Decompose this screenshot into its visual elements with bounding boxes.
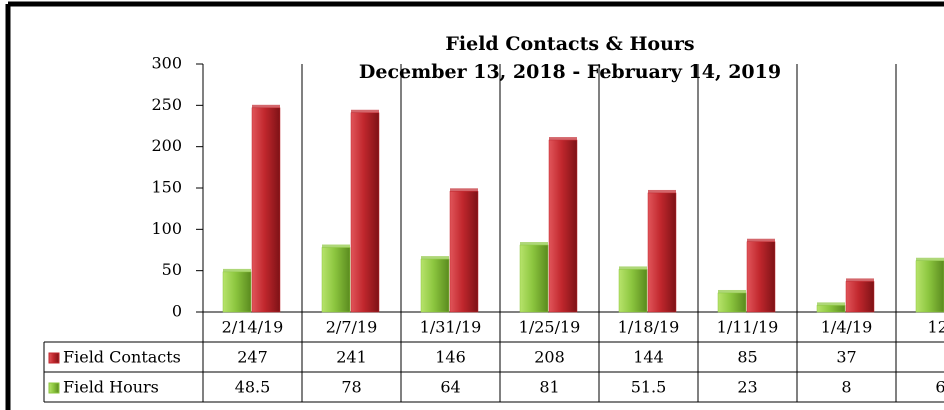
- bar-top: [351, 109, 379, 113]
- bar: [548, 139, 578, 313]
- chart-title: Field Contacts & Hours: [445, 33, 694, 55]
- bar: [816, 305, 846, 313]
- bar-top: [322, 244, 350, 248]
- bar-top: [252, 104, 280, 108]
- x-tick-label: 1/25/19: [519, 318, 581, 337]
- bar: [717, 292, 747, 313]
- chart-subtitle: December 13, 2018 - February 14, 2019: [359, 61, 781, 83]
- bar-top: [648, 189, 676, 193]
- bar: [618, 269, 648, 313]
- x-tick-label: 1/4/19: [821, 318, 873, 337]
- y-tick-label: 0: [172, 302, 182, 321]
- bar-top: [747, 238, 775, 242]
- bar: [746, 241, 776, 313]
- y-tick-label: 200: [151, 136, 182, 155]
- bar-top: [817, 302, 845, 306]
- bar: [519, 244, 549, 313]
- bar: [845, 281, 875, 313]
- y-tick-label: 250: [151, 95, 182, 114]
- y-tick-label: 150: [151, 178, 182, 197]
- y-tick-label: 100: [151, 219, 182, 238]
- bar-top: [846, 278, 874, 282]
- bar: [251, 107, 281, 313]
- x-tick-label: 1/18/19: [618, 318, 680, 337]
- bar-top: [223, 268, 251, 272]
- table-value: 247: [237, 348, 268, 367]
- table-value: 144: [633, 348, 664, 367]
- bar-top: [450, 188, 478, 192]
- table-value: 64: [440, 378, 460, 397]
- bar-top: [718, 289, 746, 293]
- legend-swatch: [48, 382, 60, 394]
- x-tick-label: 1/31/19: [420, 318, 482, 337]
- bar: [915, 260, 944, 313]
- table-value: 23: [737, 378, 757, 397]
- bar-top: [520, 242, 548, 246]
- bar-top: [549, 137, 577, 141]
- table-value: 146: [435, 348, 466, 367]
- bar: [350, 112, 380, 313]
- bar: [321, 247, 351, 313]
- bar: [647, 192, 677, 313]
- table-value: 78: [341, 378, 361, 397]
- x-tick-label: 2/14/19: [222, 318, 284, 337]
- x-tick-label: 12/2: [928, 318, 944, 337]
- table-value: 62: [935, 378, 944, 397]
- table-value: 81: [539, 378, 559, 397]
- y-tick-label: 50: [162, 260, 182, 279]
- table-value: 85: [737, 348, 757, 367]
- legend-label: Field Hours: [63, 378, 159, 397]
- legend-swatch: [48, 352, 60, 364]
- table-value: 8: [841, 378, 851, 397]
- x-tick-label: 1/11/19: [717, 318, 779, 337]
- table-value: 208: [534, 348, 565, 367]
- bar: [449, 191, 479, 313]
- legend-label: Field Contacts: [63, 348, 181, 367]
- bar: [222, 271, 252, 313]
- table-value: 241: [336, 348, 367, 367]
- bar-top: [916, 257, 944, 261]
- table-value: 48.5: [235, 378, 271, 397]
- table-value: 51.5: [631, 378, 667, 397]
- table-value: 37: [836, 348, 856, 367]
- y-tick-label: 300: [151, 54, 182, 73]
- bar-top: [619, 266, 647, 270]
- x-tick-label: 2/7/19: [326, 318, 378, 337]
- bar-top: [421, 256, 449, 260]
- bar: [420, 258, 450, 313]
